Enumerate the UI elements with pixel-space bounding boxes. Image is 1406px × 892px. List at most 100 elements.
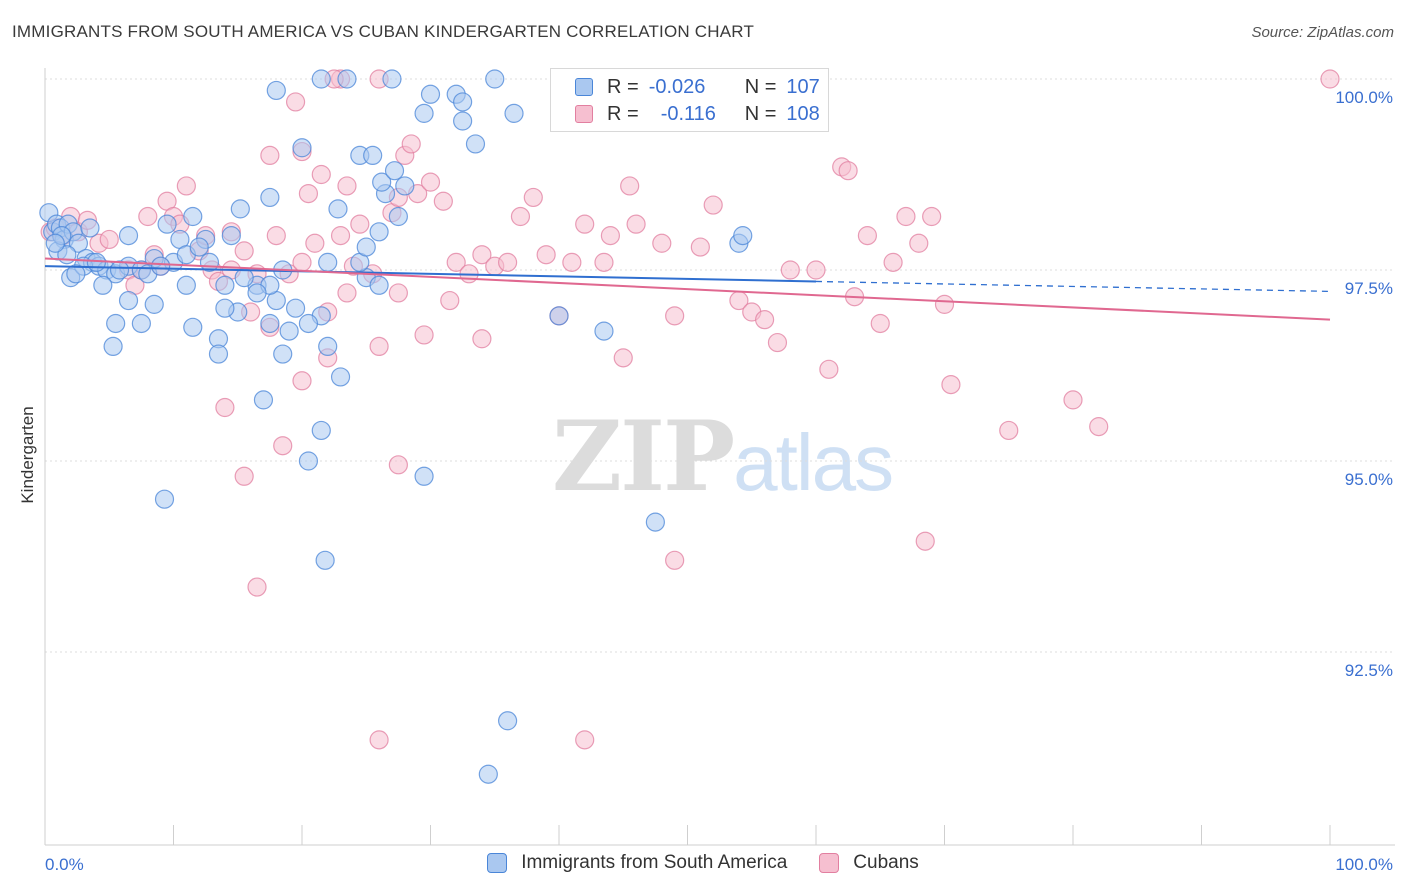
cubans-point xyxy=(562,252,582,272)
legend-row-south-america: R = -0.026 N = 107 xyxy=(575,75,820,99)
south-america-point xyxy=(260,313,280,334)
cubans-point xyxy=(420,172,441,192)
chart-title: IMMIGRANTS FROM SOUTH AMERICA VS CUBAN K… xyxy=(12,22,755,41)
south-america-point xyxy=(66,264,86,284)
south-america-point xyxy=(453,92,473,112)
cubans-point xyxy=(388,455,408,475)
south-america-point xyxy=(485,69,505,89)
south-america-point xyxy=(93,275,113,295)
south-america-point xyxy=(330,367,351,387)
legend-swatch-pink xyxy=(575,105,593,123)
south-america-point xyxy=(118,226,139,246)
south-america-point xyxy=(369,222,389,242)
cubans-point xyxy=(388,283,408,303)
south-america-point xyxy=(388,206,408,227)
cubans-trendline xyxy=(44,257,1331,321)
cubans-point xyxy=(626,214,646,234)
cubans-point xyxy=(273,436,293,456)
south-america-point xyxy=(549,306,569,326)
cubans-point xyxy=(620,176,640,196)
cubans-point xyxy=(819,359,839,379)
legend-r-value: -0.026 xyxy=(648,75,706,98)
cubans-point xyxy=(857,226,878,246)
south-america-point xyxy=(369,275,389,295)
south-america-point xyxy=(45,233,65,253)
cubans-point xyxy=(369,336,389,356)
south-america-point xyxy=(298,451,319,471)
y-axis-label: Kindergarten xyxy=(18,406,37,504)
cubans-point xyxy=(594,252,614,272)
south-america-point xyxy=(183,206,203,227)
legend-n-label: N = xyxy=(744,102,777,125)
x-tick-label: 0.0% xyxy=(45,855,84,874)
south-america-point xyxy=(453,111,473,131)
cubans-point xyxy=(703,195,723,215)
south-america-point xyxy=(215,275,235,295)
south-america-point xyxy=(273,344,293,364)
cubans-point xyxy=(433,191,453,211)
series-legend-item-south-america[interactable]: Immigrants from South America xyxy=(487,852,787,874)
cubans-point xyxy=(915,531,935,551)
y-tick-label: 97.5% xyxy=(1345,279,1393,298)
legend-n-label: N = xyxy=(744,75,777,98)
cubans-point xyxy=(780,260,800,280)
cubans-point xyxy=(215,397,235,418)
south-america-point xyxy=(279,321,299,341)
south-america-point xyxy=(131,313,151,334)
cubans-point xyxy=(922,206,942,227)
y-tick-label: 100.0% xyxy=(1335,88,1393,107)
cubans-point xyxy=(934,294,955,314)
stats-legend: R = -0.026 N = 107 R = -0.116 N = 108 xyxy=(550,68,829,132)
legend-r-value: -0.116 xyxy=(660,102,716,125)
cubans-point xyxy=(896,206,916,227)
cubans-point xyxy=(285,92,306,112)
south-america-point xyxy=(311,69,331,89)
cubans-point xyxy=(883,252,903,272)
series-swatch-pink xyxy=(819,853,840,873)
south-america-point xyxy=(247,283,267,303)
south-america-point xyxy=(106,313,126,334)
cubans-point xyxy=(941,375,961,395)
cubans-point xyxy=(838,161,858,181)
cubans-point xyxy=(575,730,595,750)
cubans-point xyxy=(767,332,788,353)
south-america-point xyxy=(109,260,130,280)
south-america-point xyxy=(733,226,753,246)
series-legend-label: Immigrants from South America xyxy=(521,852,788,873)
south-america-point xyxy=(465,134,486,154)
cubans-point xyxy=(575,214,595,234)
south-america-point xyxy=(384,161,405,181)
cubans-point xyxy=(234,466,254,486)
south-america-point xyxy=(498,711,518,731)
cubans-point xyxy=(138,206,158,227)
south-america-point xyxy=(414,103,434,123)
south-america-point xyxy=(253,390,274,410)
south-america-point xyxy=(151,256,171,276)
south-america-point xyxy=(144,294,164,314)
cubans-point xyxy=(99,229,119,250)
legend-n-value: 107 xyxy=(786,75,820,98)
south-america-point xyxy=(118,290,139,311)
y-tick-label: 92.5% xyxy=(1345,661,1393,680)
legend-r-label: R = xyxy=(607,75,639,98)
legend-row-cubans: R = -0.116 N = 108 xyxy=(575,102,820,126)
series-legend-item-cubans[interactable]: Cubans xyxy=(819,852,919,874)
cubans-point xyxy=(652,233,672,253)
cubans-point xyxy=(754,310,775,330)
south-america-point xyxy=(86,252,107,272)
cubans-point xyxy=(414,325,434,345)
cubans-point xyxy=(1063,390,1083,410)
x-tick-label: 100.0% xyxy=(1335,855,1393,874)
cubans-point xyxy=(292,371,312,391)
cubans-point xyxy=(665,550,685,570)
cubans-point xyxy=(870,313,890,334)
south-america-point xyxy=(414,466,434,486)
south-america-point xyxy=(356,237,376,257)
cubans-point xyxy=(1089,417,1109,437)
south-america-trendline-extension xyxy=(815,280,1331,293)
south-america-point xyxy=(157,214,177,234)
series-legend-label: Cubans xyxy=(853,852,919,873)
south-america-point xyxy=(504,103,524,123)
cubans-point xyxy=(510,206,531,227)
south-america-point xyxy=(103,336,123,356)
